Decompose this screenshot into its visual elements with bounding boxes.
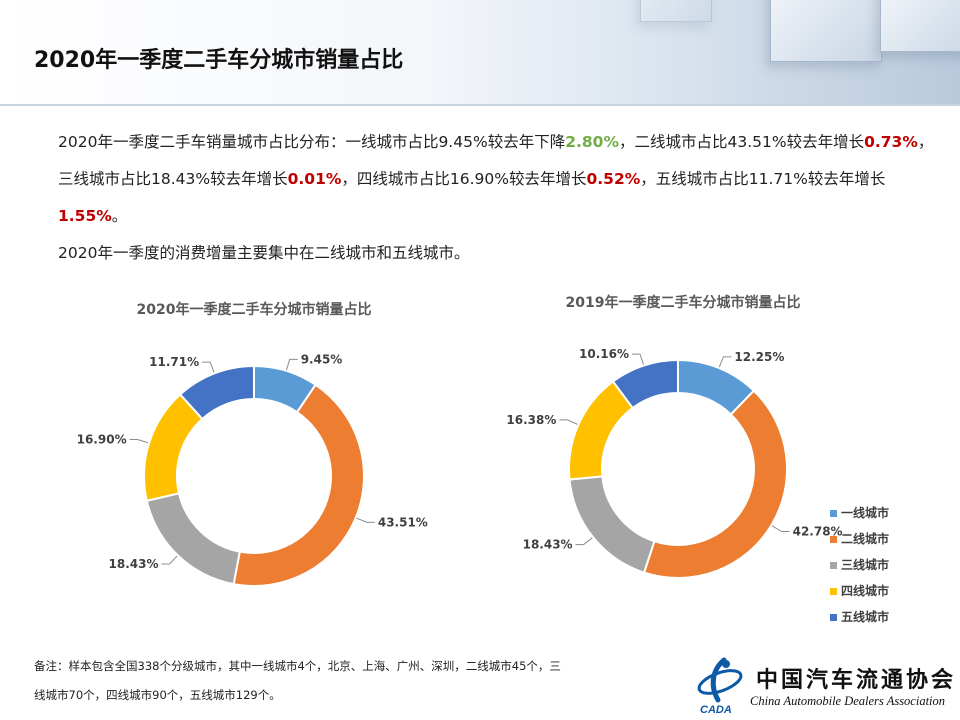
header-banner: [0, 0, 960, 104]
legend-swatch-tier5: [830, 614, 837, 621]
legend-label-tier3: 三线城市: [841, 557, 889, 572]
leader-line-tier4: [559, 419, 578, 425]
highlight-growth: 0.52%: [586, 170, 641, 188]
legend-swatch-tier2: [830, 536, 837, 543]
data-label-tier2: 42.78%: [793, 525, 843, 539]
leader-line-tier3: [161, 555, 178, 565]
legend-swatch-tier3: [830, 562, 837, 569]
leader-line-tier2: [771, 525, 790, 533]
donut-slice-tier4: [568, 380, 635, 481]
leader-line-tier4: [129, 438, 149, 444]
donut-slice-tier1: [677, 358, 756, 416]
legend-label-tier1: 一线城市: [841, 505, 889, 520]
donut-slice-tier2: [232, 383, 365, 587]
leader-line-tier1: [718, 356, 732, 368]
data-label-tier4: 16.90%: [77, 432, 127, 446]
header-rule: [0, 104, 960, 106]
data-label-tier1: 9.45%: [301, 352, 343, 366]
summary-text: 2020年一季度二手车销量城市占比分布：一线城市占比9.45%较去年下降2.80…: [58, 133, 934, 262]
data-label-tier2: 43.51%: [378, 515, 428, 529]
highlight-growth: 1.55%: [58, 207, 112, 225]
logo-english-name: China Automobile Dealers Association: [750, 694, 946, 708]
leader-line-tier5: [632, 353, 644, 365]
donut-slice-tier4: [143, 393, 204, 502]
data-label-tier3: 18.43%: [523, 538, 573, 552]
donut-slice-tier1: [253, 364, 317, 414]
data-label-tier3: 18.43%: [109, 557, 159, 571]
legend-label-tier2: 二线城市: [841, 531, 889, 546]
legend-label-tier5: 五线城市: [841, 609, 889, 624]
banner-cube-1: [770, 0, 882, 62]
data-label-tier5: 10.16%: [579, 347, 629, 361]
donut-slice-tier3: [145, 492, 241, 586]
data-label-tier4: 16.38%: [506, 413, 556, 427]
donut-slice-tier2: [642, 389, 788, 579]
logo-chinese-name: 中国汽车流通协会: [756, 667, 957, 693]
highlight-decline: 2.80%: [565, 133, 619, 151]
logo-abbr: CADA: [700, 704, 732, 716]
chart-2019-title: 2019年一季度二手车分城市销量占比: [566, 294, 801, 311]
donut-chart-2020: 9.45% 43.51% 18.43% 16.90% 11.71%: [77, 352, 428, 587]
legend-swatch-tier1: [830, 510, 837, 517]
association-logo: CADA 中国汽车流通协会 China Automobile Dealers A…: [694, 656, 954, 716]
cada-emblem-icon: CADA: [697, 657, 743, 716]
legend-swatch-tier4: [830, 588, 837, 595]
footnote: 备注：样本包含全国338个分级城市，其中一线城市4个，北京、上海、广州、深圳，二…: [34, 659, 561, 702]
highlight-growth: 0.73%: [864, 133, 918, 151]
legend-label-tier4: 四线城市: [841, 583, 889, 598]
leader-line-tier3: [575, 537, 593, 546]
donut-slice-tier5: [178, 364, 255, 421]
page-title: 2020年一季度二手车分城市销量占比: [34, 48, 404, 73]
data-label-tier5: 11.71%: [149, 355, 199, 369]
leader-line-tier2: [356, 517, 375, 523]
banner-cube-2: [880, 0, 960, 52]
leader-line-tier5: [202, 361, 215, 373]
leader-line-tier1: [285, 358, 298, 371]
donut-slice-tier5: [611, 358, 679, 410]
highlight-growth: 0.01%: [287, 170, 342, 188]
banner-cube-3: [640, 0, 712, 22]
chart-2020-title: 2020年一季度二手车分城市销量占比: [137, 301, 372, 318]
data-label-tier1: 12.25%: [734, 350, 784, 364]
donut-chart-2019: 12.25% 42.78% 18.43% 16.38% 10.16%: [506, 347, 843, 579]
summary-conclusion: 2020年一季度的消费增量主要集中在二线城市和五线城市。: [58, 244, 470, 262]
donut-slice-tier3: [568, 475, 656, 574]
